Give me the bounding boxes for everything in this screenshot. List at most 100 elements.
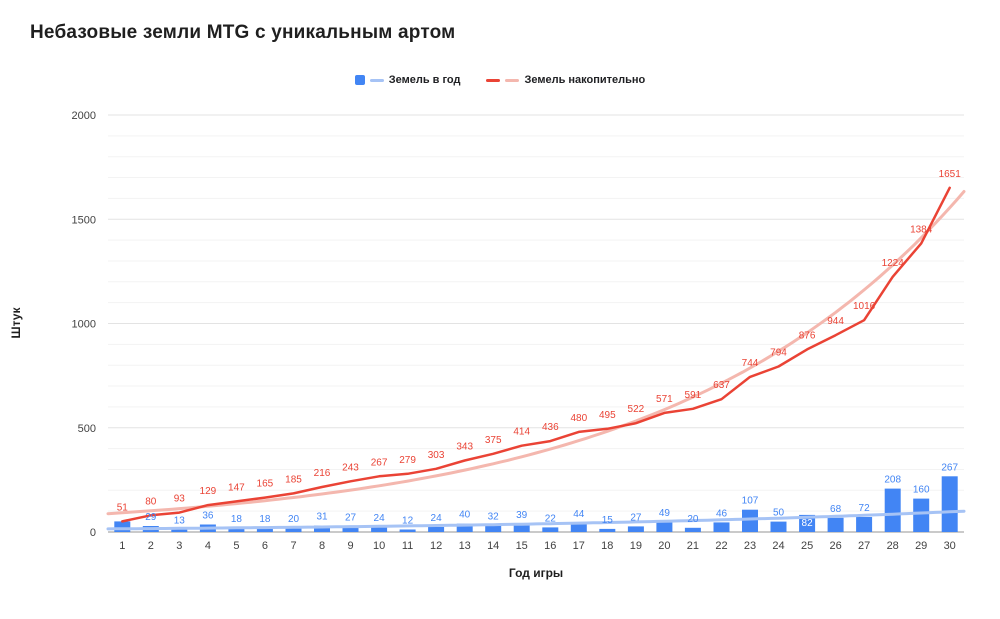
cumulative-value-label: 80 bbox=[145, 496, 157, 507]
bar-series-trendline bbox=[106, 509, 966, 531]
x-tick-label: 17 bbox=[573, 540, 585, 552]
bar-value-label: 29 bbox=[145, 512, 157, 523]
cumulative-value-label: 591 bbox=[685, 390, 702, 401]
cumulative-trendline bbox=[106, 190, 966, 516]
cumulative-value-label: 1016 bbox=[853, 301, 876, 312]
cumulative-value-label: 129 bbox=[200, 486, 217, 497]
bar-value-label: 39 bbox=[516, 510, 528, 521]
x-tick-label: 8 bbox=[319, 540, 325, 552]
cumulative-value-label: 1384 bbox=[910, 224, 933, 235]
legend: Земель в год Земель накопительно bbox=[0, 74, 1000, 86]
bar-value-label: 12 bbox=[402, 516, 414, 527]
bar-year-28 bbox=[884, 488, 901, 532]
bar-value-label: 22 bbox=[545, 513, 557, 524]
x-tick-label: 22 bbox=[715, 540, 727, 552]
cumulative-line bbox=[121, 186, 951, 523]
bar-year-25 bbox=[799, 514, 816, 532]
x-tick-label: 25 bbox=[801, 540, 813, 552]
x-tick-label: 6 bbox=[262, 540, 268, 552]
cumulative-value-label: 794 bbox=[770, 348, 787, 359]
x-tick-label: 7 bbox=[290, 540, 296, 552]
bar-year-26 bbox=[827, 517, 844, 532]
cumulative-value-label: 744 bbox=[742, 358, 759, 369]
bar-year-1 bbox=[114, 521, 131, 532]
bar-value-label: 208 bbox=[884, 475, 901, 486]
cumulative-value-label: 51 bbox=[117, 502, 129, 513]
cumulative-value-label: 571 bbox=[656, 394, 673, 405]
bar-year-17 bbox=[570, 522, 587, 532]
cumulative-value-label: 1651 bbox=[939, 169, 962, 180]
cumulative-value-label: 436 bbox=[542, 422, 559, 433]
x-tick-label: 21 bbox=[687, 540, 699, 552]
bar-year-10 bbox=[371, 527, 388, 532]
legend-label-lands-per-year: Земель в год bbox=[388, 74, 461, 86]
x-tick-label: 5 bbox=[233, 540, 239, 552]
x-tick-label: 12 bbox=[430, 540, 442, 552]
x-tick-label: 24 bbox=[772, 540, 784, 552]
x-tick-label: 14 bbox=[487, 540, 499, 552]
legend-item-lands-cumulative[interactable]: Земель накопительно bbox=[486, 74, 645, 86]
cumulative-value-label: 375 bbox=[485, 435, 502, 446]
bar-value-label: 27 bbox=[630, 512, 642, 523]
cumulative-value-label: 216 bbox=[314, 468, 331, 479]
bar-year-18 bbox=[599, 528, 616, 532]
bar-value-label: 40 bbox=[459, 510, 471, 521]
bar-value-label: 20 bbox=[288, 514, 300, 525]
bar-year-21 bbox=[684, 527, 701, 532]
x-tick-label: 1 bbox=[119, 540, 125, 552]
line-series-swatch-icon bbox=[486, 78, 501, 82]
bar-year-27 bbox=[856, 517, 873, 532]
legend-item-lands-per-year[interactable]: Земель в год bbox=[354, 74, 461, 86]
x-tick-label: 26 bbox=[829, 540, 841, 552]
bar-year-30 bbox=[941, 476, 958, 532]
x-axis-title: Год игры bbox=[508, 566, 564, 580]
x-tick-label: 23 bbox=[744, 540, 756, 552]
bar-value-label: 160 bbox=[913, 485, 930, 496]
bar-year-14 bbox=[485, 525, 502, 532]
bar-value-label: 13 bbox=[174, 515, 186, 526]
bar-year-12 bbox=[428, 527, 445, 532]
legend-label-lands-cumulative: Земель накопительно bbox=[524, 74, 646, 86]
y-tick-label: 2000 bbox=[72, 110, 96, 122]
x-tick-label: 29 bbox=[915, 540, 927, 552]
bar-value-label: 36 bbox=[202, 511, 214, 522]
x-tick-label: 13 bbox=[459, 540, 471, 552]
bar-year-3 bbox=[171, 529, 188, 532]
bar-value-label: 32 bbox=[488, 511, 500, 522]
cumulative-value-label: 185 bbox=[285, 474, 302, 485]
bar-value-label: 46 bbox=[716, 508, 728, 519]
cumulative-value-label: 944 bbox=[827, 316, 844, 327]
bar-year-6 bbox=[256, 528, 273, 532]
y-tick-label: 500 bbox=[78, 423, 96, 435]
cumulative-value-label: 303 bbox=[428, 450, 445, 461]
cumulative-value-label: 876 bbox=[799, 330, 816, 341]
line-trendline-swatch-icon bbox=[505, 78, 520, 82]
bar-year-22 bbox=[713, 522, 730, 532]
x-tick-label: 18 bbox=[601, 540, 613, 552]
bar-year-15 bbox=[513, 523, 530, 532]
x-tick-label: 10 bbox=[373, 540, 385, 552]
y-tick-label: 1500 bbox=[72, 214, 96, 226]
cumulative-value-label: 165 bbox=[257, 479, 274, 490]
bar-trendline-swatch-icon bbox=[369, 78, 384, 82]
cumulative-value-label: 343 bbox=[456, 442, 473, 453]
y-tick-label: 1000 bbox=[72, 319, 96, 331]
bar-year-20 bbox=[656, 521, 673, 532]
bar-value-label: 68 bbox=[830, 504, 842, 515]
bar-value-label: 24 bbox=[431, 513, 443, 524]
x-tick-label: 4 bbox=[205, 540, 211, 552]
bar-year-13 bbox=[456, 523, 473, 532]
bar-value-label: 49 bbox=[659, 508, 671, 519]
bar-value-label: 50 bbox=[773, 508, 785, 519]
bar-value-label: 107 bbox=[742, 496, 759, 507]
x-tick-label: 15 bbox=[516, 540, 528, 552]
bar-year-23 bbox=[742, 509, 758, 532]
x-tick-label: 28 bbox=[887, 540, 899, 552]
cumulative-value-label: 243 bbox=[342, 462, 359, 473]
cumulative-value-label: 279 bbox=[399, 455, 416, 466]
cumulative-value-label: 480 bbox=[570, 413, 587, 424]
cumulative-value-label: 637 bbox=[713, 380, 730, 391]
cumulative-value-label: 414 bbox=[513, 427, 530, 438]
